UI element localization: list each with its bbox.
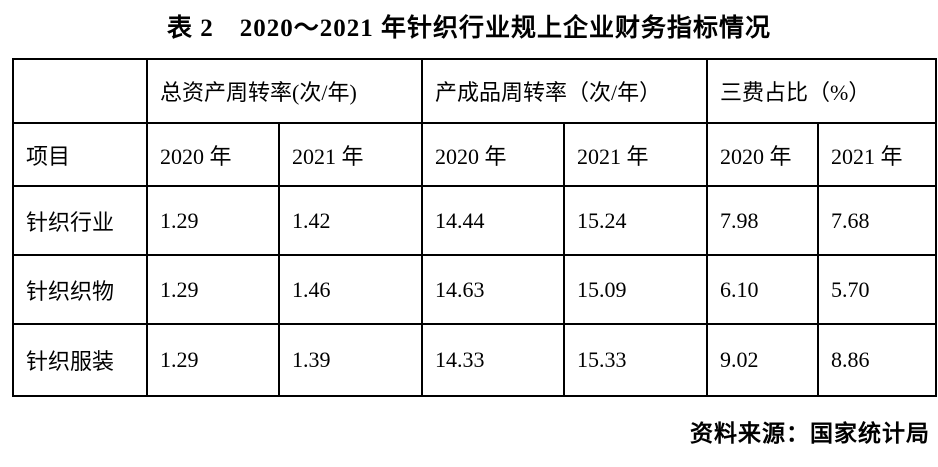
value-cell: 15.09	[563, 254, 709, 325]
row-label: 针织织物	[12, 254, 148, 325]
value-cell: 7.98	[706, 185, 820, 256]
row-label: 针织服装	[12, 323, 148, 397]
value-cell: 15.24	[563, 185, 709, 256]
value-cell: 9.02	[706, 323, 820, 397]
year-header-cell: 2020 年	[146, 122, 280, 187]
value-cell: 6.10	[706, 254, 820, 325]
value-cell: 14.33	[421, 323, 566, 397]
header-group-row: 总资产周转率(次/年) 产成品周转率（次/年） 三费占比（%）	[12, 58, 938, 124]
row-label: 针织行业	[12, 185, 148, 256]
table-title: 表 2 2020～2021 年针织行业规上企业财务指标情况	[166, 15, 771, 42]
column-group-three-expenses-ratio: 三费占比（%）	[706, 58, 938, 124]
value-cell: 1.29	[146, 323, 280, 397]
value-cell: 15.33	[563, 323, 709, 397]
source-note: 资料来源：国家统计局	[690, 421, 930, 446]
corner-cell	[12, 58, 148, 124]
year-header-cell: 2021 年	[277, 122, 424, 187]
header-year-row: 项目 2020 年 2021 年 2020 年 2021 年 2020 年 20…	[12, 122, 938, 187]
year-header-cell: 2020 年	[706, 122, 820, 187]
table-row-knitted-apparel: 针织服装 1.29 1.39 14.33 15.33 9.02 8.86	[12, 323, 938, 397]
value-cell: 5.70	[817, 254, 938, 325]
value-cell: 1.42	[277, 185, 424, 256]
value-cell: 1.29	[146, 254, 280, 325]
year-header-cell: 2021 年	[817, 122, 938, 187]
table-row-knitted-fabric: 针织织物 1.29 1.46 14.63 15.09 6.10 5.70	[12, 254, 938, 325]
value-cell: 1.46	[277, 254, 424, 325]
row-header-label: 项目	[12, 122, 148, 187]
table-row-knitting-industry: 针织行业 1.29 1.42 14.44 15.24 7.98 7.68	[12, 185, 938, 256]
value-cell: 7.68	[817, 185, 938, 256]
year-header-cell: 2021 年	[563, 122, 709, 187]
value-cell: 1.39	[277, 323, 424, 397]
value-cell: 8.86	[817, 323, 938, 397]
value-cell: 1.29	[146, 185, 280, 256]
financial-indicators-table: 总资产周转率(次/年) 产成品周转率（次/年） 三费占比（%） 项目 2020 …	[12, 58, 938, 397]
value-cell: 14.63	[421, 254, 566, 325]
year-header-cell: 2020 年	[421, 122, 566, 187]
column-group-total-asset-turnover: 总资产周转率(次/年)	[145, 58, 424, 124]
column-group-finished-goods-turnover: 产成品周转率（次/年）	[421, 58, 709, 124]
value-cell: 14.44	[421, 185, 566, 256]
